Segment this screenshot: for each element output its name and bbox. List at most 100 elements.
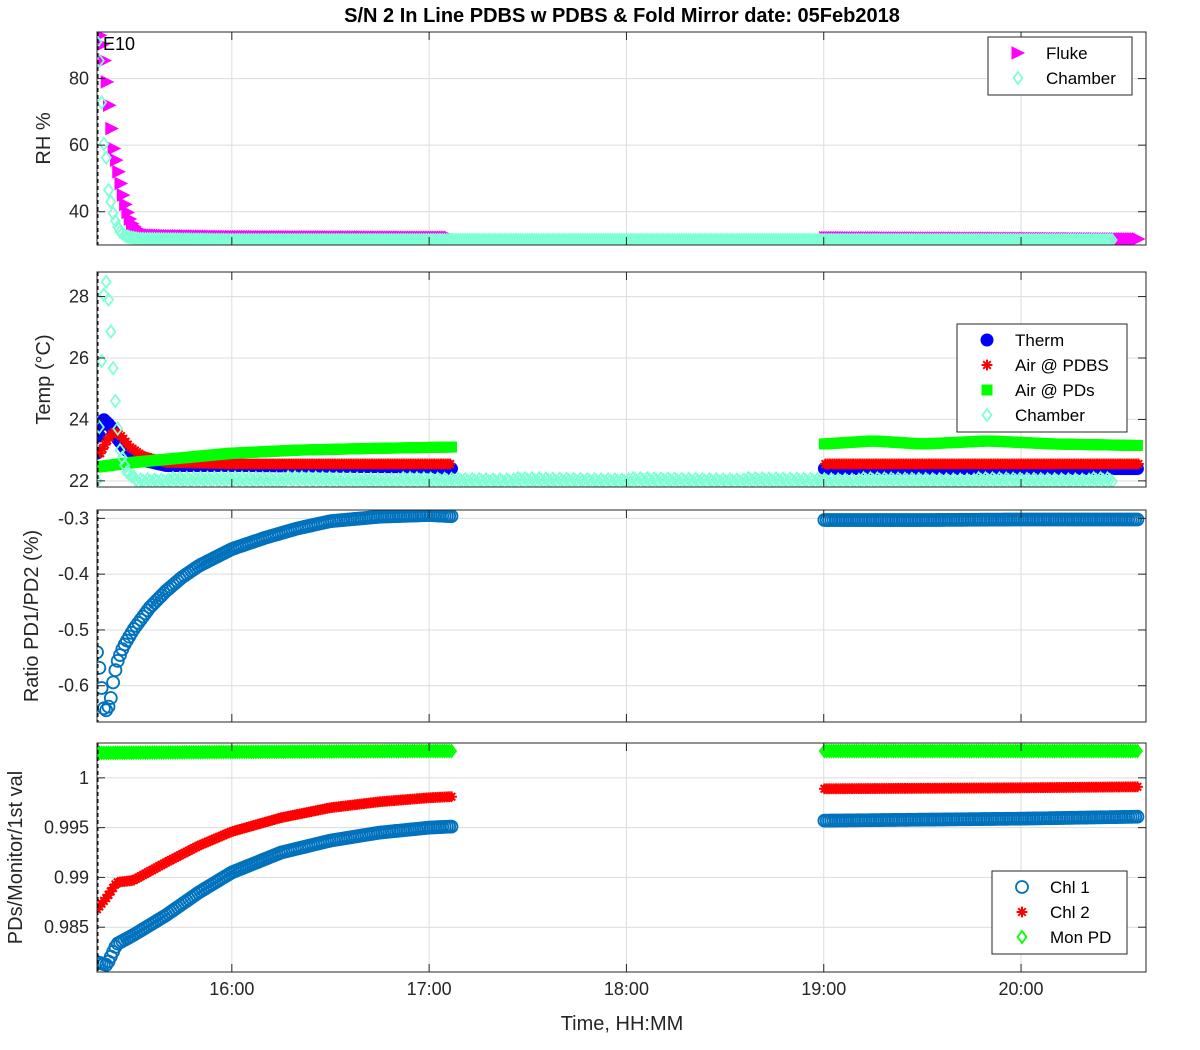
data-point xyxy=(1104,472,1116,487)
data-point xyxy=(99,957,114,972)
data-point xyxy=(443,743,455,759)
y-tick-label: 60 xyxy=(69,135,89,155)
annotation: E10 xyxy=(103,34,135,54)
data-point xyxy=(1130,809,1145,824)
tick-marks xyxy=(97,743,1146,972)
data-point xyxy=(441,743,453,759)
data-point xyxy=(105,324,117,340)
legend-marker xyxy=(981,359,993,371)
gridlines xyxy=(97,32,1146,245)
data-point xyxy=(100,150,112,166)
legend-marker xyxy=(1016,906,1028,918)
x-tick-label: 17:00 xyxy=(407,979,452,999)
data-point xyxy=(109,213,122,229)
data-point xyxy=(152,591,167,605)
series-chl-2 xyxy=(97,781,1143,915)
y-tick-label: -0.6 xyxy=(58,676,89,696)
data-point xyxy=(97,53,105,69)
legend-box xyxy=(991,870,1128,955)
x-tick-labels: 16:00 17:00 18:00 19:00 20:00 xyxy=(209,979,1043,999)
data-point xyxy=(1130,512,1145,527)
legend: Therm Air @ PDBS Air @ PDs Chamber xyxy=(956,323,1128,433)
data-point xyxy=(97,419,105,435)
series-mon-pd xyxy=(97,743,1144,761)
y-tick-label: 22 xyxy=(69,471,89,491)
data-point xyxy=(735,475,748,487)
data-layer xyxy=(97,743,1145,972)
legend-label: Air @ PDBS xyxy=(1015,356,1109,375)
data-point xyxy=(103,691,118,705)
chart-title: S/N 2 In Line PDBS w PDBS & Fold Mirror … xyxy=(344,5,900,27)
y-tick-label: -0.3 xyxy=(58,508,89,528)
y-tick-label: -0.4 xyxy=(58,564,89,584)
data-point xyxy=(275,474,287,487)
series-chamber xyxy=(97,34,1118,245)
series-air-pdbs xyxy=(97,426,1144,470)
x-axis-label: Time, HH:MM xyxy=(561,1013,684,1035)
x-tick-label: 18:00 xyxy=(604,979,649,999)
data-point xyxy=(1131,743,1144,759)
data-point xyxy=(145,598,160,612)
axes-frame xyxy=(96,742,1147,973)
data-point xyxy=(97,473,103,487)
y-axis-label: Ratio PD1/PD2 (%) xyxy=(21,530,43,702)
x-tick-label: 20:00 xyxy=(999,979,1044,999)
legend-label: Chamber xyxy=(1015,406,1085,425)
data-point xyxy=(125,468,138,484)
series-chl-1 xyxy=(97,809,1145,972)
legend: Fluke Chamber xyxy=(987,36,1133,96)
y-tick-label: 40 xyxy=(69,202,89,222)
panel-ratio: -0.3 -0.4 -0.5 -0.6 Ratio PD1/PD2 (%) xyxy=(21,508,1147,723)
data-point xyxy=(1132,781,1143,793)
data-layer xyxy=(97,510,1145,718)
data-point xyxy=(1106,474,1118,487)
plot-area xyxy=(97,510,1146,722)
data-point xyxy=(110,654,125,668)
y-tick-label: 26 xyxy=(69,348,89,368)
data-point xyxy=(109,393,122,409)
data-point xyxy=(149,593,164,608)
y-tick-label: 28 xyxy=(69,287,89,307)
y-tick-label: 80 xyxy=(69,69,89,89)
legend-label: Chamber xyxy=(1046,69,1116,88)
data-point xyxy=(97,34,103,50)
panel-temp: 22 24 26 28 Temp (°C) Therm Air @ PDBS Air @ PD… xyxy=(33,271,1147,491)
data-point xyxy=(114,176,129,191)
legend-label: Mon PD xyxy=(1050,928,1111,947)
data-point xyxy=(966,475,978,487)
data-point xyxy=(107,360,119,376)
legend-marker xyxy=(1016,929,1028,945)
data-point xyxy=(444,819,459,834)
x-tick-label: 16:00 xyxy=(209,979,254,999)
legend-marker xyxy=(1015,880,1029,894)
data-point xyxy=(102,292,115,308)
y-tick-label: 1 xyxy=(79,768,89,788)
panel-rh: 40 60 80 RH % E10 Fluke Chamber xyxy=(33,31,1147,246)
data-point xyxy=(105,194,117,210)
data-point xyxy=(101,699,116,714)
data-point xyxy=(160,475,172,487)
axes-frame xyxy=(96,271,1147,488)
data-point xyxy=(108,663,123,678)
data-layer xyxy=(97,274,1144,487)
legend: Chl 1 Chl 2 Mon PD xyxy=(991,870,1128,955)
data-point xyxy=(850,475,863,487)
data-point xyxy=(97,38,110,52)
data-point xyxy=(1133,458,1144,470)
data-layer xyxy=(97,32,1146,245)
data-point xyxy=(118,457,131,473)
legend-label: Therm xyxy=(1015,331,1064,350)
legend-label: Chl 1 xyxy=(1050,878,1090,897)
data-point xyxy=(112,421,124,437)
legend-marker xyxy=(1011,46,1026,60)
data-point xyxy=(105,121,119,136)
y-tick-label: 0.985 xyxy=(44,917,89,937)
legend-label: Air @ PDs xyxy=(1015,381,1095,400)
plot-area xyxy=(97,32,1146,245)
data-point xyxy=(1106,232,1118,245)
data-point xyxy=(1129,743,1141,759)
data-point xyxy=(97,645,104,660)
tick-marks xyxy=(97,510,1146,722)
data-point xyxy=(445,743,458,759)
